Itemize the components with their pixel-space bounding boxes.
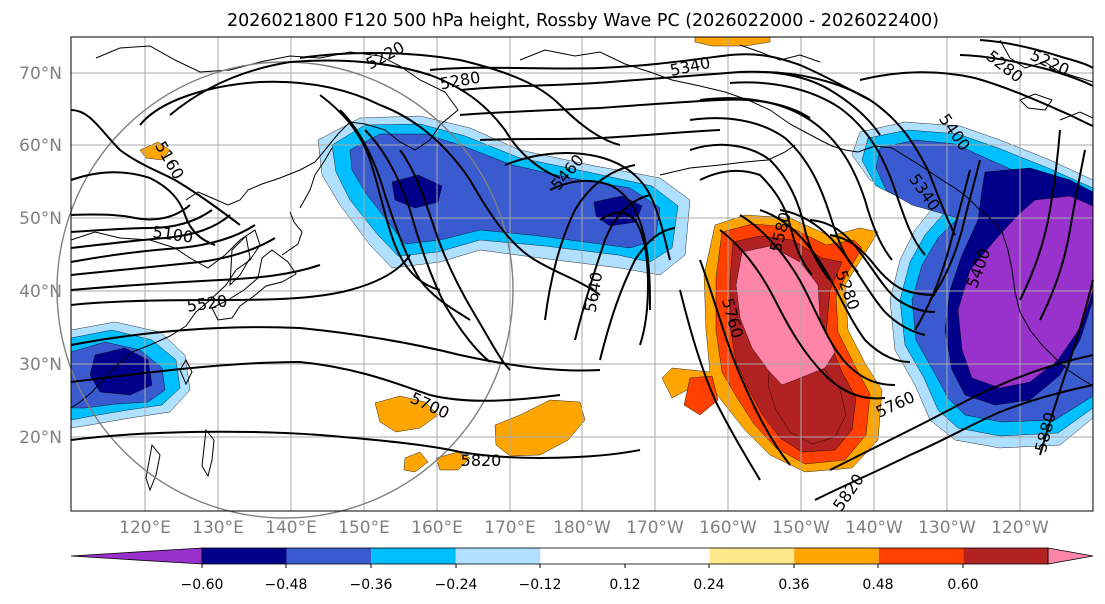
colorbar-segment xyxy=(286,548,372,564)
latitude-label: 20°N xyxy=(19,428,62,448)
colorbar-segment xyxy=(794,548,879,564)
colorbar-segment xyxy=(202,548,287,564)
colorbar-tick-label: −0.48 xyxy=(265,577,308,593)
colorbar-segment xyxy=(878,548,964,564)
colorbar-tick-label: 0.12 xyxy=(609,577,640,593)
colorbar-tick-label: 0.48 xyxy=(862,577,893,593)
colorbar-segment xyxy=(963,548,1048,564)
figure-title: 2026021800 F120 500 hPa height, Rossby W… xyxy=(227,11,939,31)
colorbar-extend-high xyxy=(1047,547,1094,565)
longitude-label: 140°E xyxy=(265,518,317,538)
longitude-labels: 120°E 130°E 140°E 150°E 160°E 170°E 180°W 170°W… xyxy=(119,518,1049,538)
colorbar-segment xyxy=(540,548,625,564)
colorbar-tick-label: −0.60 xyxy=(181,577,224,593)
longitude-label: 120°E xyxy=(119,518,171,538)
longitude-label: 130°W xyxy=(918,518,976,538)
longitude-label: 170°W xyxy=(626,518,684,538)
colorbar-segment xyxy=(371,548,456,564)
colorbar-tick-label: −0.24 xyxy=(435,577,478,593)
longitude-label: 120°W xyxy=(991,518,1049,538)
latitude-label: 60°N xyxy=(19,136,62,156)
colorbar-tick-label: 0.24 xyxy=(693,577,724,593)
longitude-label: 130°E xyxy=(192,518,244,538)
colorbar-tick-label: −0.12 xyxy=(519,577,562,593)
colorbar: −0.60 −0.48 −0.36 −0.24 −0.12 0.12 0.24 0.36 0.4… xyxy=(70,547,1094,593)
colorbar-extend-low xyxy=(70,547,203,565)
colorbar-segment xyxy=(625,548,710,564)
longitude-label: 180°W xyxy=(553,518,611,538)
colorbar-tick-label: 0.60 xyxy=(947,577,978,593)
latitude-labels: 70°N 60°N 50°N 40°N 30°N 20°N xyxy=(19,64,62,448)
longitude-label: 140°W xyxy=(845,518,903,538)
colorbar-tick-label: 0.36 xyxy=(778,577,809,593)
svg-text:5820: 5820 xyxy=(461,451,502,470)
map-frame xyxy=(70,36,1094,512)
longitude-label: 160°W xyxy=(699,518,757,538)
latitude-label: 40°N xyxy=(19,282,62,302)
colorbar-segment xyxy=(709,548,795,564)
latitude-label: 30°N xyxy=(19,355,62,375)
contour-label: 5820 xyxy=(461,451,502,470)
longitude-label: 150°W xyxy=(772,518,830,538)
longitude-label: 150°E xyxy=(338,518,390,538)
positive-anomaly-fill xyxy=(139,36,883,473)
height-contours xyxy=(70,39,1094,501)
colorbar-tick-label: −0.36 xyxy=(350,577,393,593)
colorbar-segment xyxy=(455,548,541,564)
longitude-label: 160°E xyxy=(411,518,463,538)
longitude-label: 170°E xyxy=(484,518,536,538)
latitude-label: 50°N xyxy=(19,209,62,229)
latitude-label: 70°N xyxy=(19,64,62,84)
